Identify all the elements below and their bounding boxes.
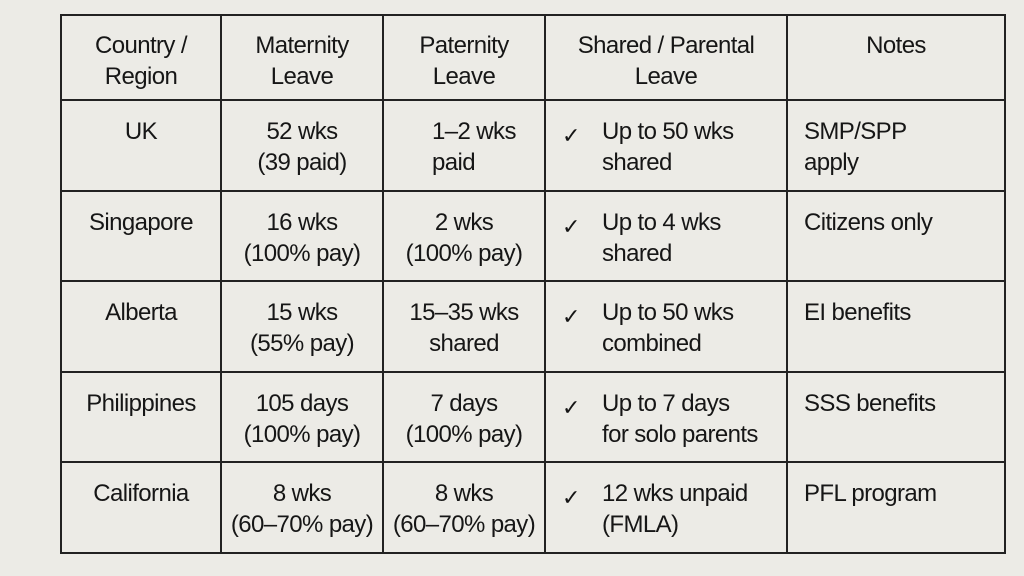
notes-cell: SSS benefits	[786, 370, 1006, 464]
cell-line: Up to 50 wks	[602, 118, 734, 145]
table-row: California 8 wks (60–70% pay) 8 wks (60–70% …	[60, 461, 1006, 554]
cell-line: Notes	[866, 32, 926, 59]
cell-line: PFL program	[804, 480, 937, 508]
cell-line: Leave	[634, 63, 698, 90]
cell-line: (100% pay)	[243, 239, 361, 267]
shared-cell: ✓ 12 wks unpaid (FMLA)	[544, 461, 788, 554]
maternity-cell: 15 wks (55% pay)	[220, 280, 384, 373]
check-icon: ✓	[562, 123, 580, 148]
paternity-cell: 15–35 wks shared	[382, 280, 546, 373]
check-icon: ✓	[562, 485, 580, 511]
notes-cell: PFL program	[786, 461, 1006, 554]
cell-line: Shared / Parental	[577, 32, 755, 59]
cell-line: apply	[804, 149, 859, 176]
cell-line: for solo parents	[602, 420, 758, 448]
table-row: UK 52 wks (39 paid) 1–2 wks paid ✓ Up to 50 wk…	[60, 99, 1006, 192]
cell-line: Leave	[270, 63, 334, 90]
cell-line: Up to 50 wks	[602, 299, 734, 327]
cell-line: SSS benefits	[804, 389, 936, 417]
cell-line: shared	[602, 239, 672, 267]
paternity-cell: 1–2 wks paid	[382, 99, 546, 192]
cell-line: EI benefits	[804, 299, 911, 327]
header-row: Country / Region Maternity Leave Paternity Le…	[60, 14, 1006, 101]
country-cell: Philippines	[60, 370, 222, 464]
cell-line: (100% pay)	[243, 420, 361, 448]
parental-leave-table: Country / Region Maternity Leave Paternity Le…	[60, 14, 1006, 554]
country-cell: California	[60, 461, 222, 554]
cell-line: 2 wks	[434, 208, 494, 236]
paternity-cell: 7 days (100% pay)	[382, 370, 546, 464]
cell-line: 16 wks	[266, 208, 338, 236]
header-country: Country / Region	[60, 14, 222, 101]
cell-line: (55% pay)	[250, 330, 355, 358]
cell-line: 7 days	[430, 389, 498, 417]
cell-line: 12 wks unpaid	[602, 480, 748, 508]
cell-line: (FMLA)	[602, 511, 679, 539]
cell-line: shared	[429, 330, 499, 358]
cell-line: 8 wks	[272, 480, 332, 508]
cell-line: combined	[602, 330, 702, 358]
cell-line: Up to 4 wks	[602, 208, 721, 236]
country-cell: Alberta	[60, 280, 222, 373]
table-row: Alberta 15 wks (55% pay) 15–35 wks shared ✓ Up…	[60, 280, 1006, 373]
shared-cell: ✓ Up to 50 wks shared	[544, 99, 788, 192]
cell-line: 1–2 wks	[432, 118, 516, 145]
header-notes: Notes	[786, 14, 1006, 101]
paternity-cell: 8 wks (60–70% pay)	[382, 461, 546, 554]
table-row: Philippines 105 days (100% pay) 7 days (100%…	[60, 370, 1006, 464]
cell-line: Maternity	[255, 32, 349, 59]
country-cell: UK	[60, 99, 222, 192]
notes-cell: EI benefits	[786, 280, 1006, 373]
cell-line: Paternity	[419, 32, 509, 59]
shared-cell: ✓ Up to 50 wks combined	[544, 280, 788, 373]
cell-line: paid	[432, 149, 476, 176]
check-icon: ✓	[562, 394, 580, 420]
cell-line: 52 wks	[266, 118, 338, 145]
cell-line: Country /	[95, 32, 188, 59]
header-shared: Shared / Parental Leave	[544, 14, 788, 101]
cell-line: (100% pay)	[405, 420, 523, 448]
paternity-cell: 2 wks (100% pay)	[382, 189, 546, 283]
maternity-cell: 8 wks (60–70% pay)	[220, 461, 384, 554]
cell-line: Region	[104, 63, 178, 90]
header-paternity: Paternity Leave	[382, 14, 546, 101]
maternity-cell: 52 wks (39 paid)	[220, 99, 384, 192]
shared-cell: ✓ Up to 7 days for solo parents	[544, 370, 788, 464]
cell-line: shared	[602, 149, 672, 176]
cell-line: 15 wks	[266, 299, 338, 327]
cell-line: 105 days	[255, 389, 349, 417]
maternity-cell: 105 days (100% pay)	[220, 370, 384, 464]
cell-line: (60–70% pay)	[230, 511, 374, 539]
cell-line: SMP/SPP	[804, 118, 907, 145]
cell-line: (39 paid)	[257, 149, 347, 176]
notes-cell: SMP/SPP apply	[786, 99, 1006, 192]
check-icon: ✓	[562, 213, 580, 239]
table-row: Singapore 16 wks (100% pay) 2 wks (100% pay)…	[60, 189, 1006, 283]
maternity-cell: 16 wks (100% pay)	[220, 189, 384, 283]
country-cell: Singapore	[60, 189, 222, 283]
cell-line: (100% pay)	[405, 239, 523, 267]
cell-line: (60–70% pay)	[392, 511, 536, 539]
notes-cell: Citizens only	[786, 189, 1006, 283]
check-icon: ✓	[562, 304, 580, 330]
header-maternity: Maternity Leave	[220, 14, 384, 101]
cell-line: Citizens only	[804, 208, 933, 236]
cell-line: 15–35 wks	[409, 299, 519, 327]
cell-line: Leave	[432, 63, 496, 90]
cell-line: Up to 7 days	[602, 389, 730, 417]
cell-line: 8 wks	[434, 480, 494, 508]
shared-cell: ✓ Up to 4 wks shared	[544, 189, 788, 283]
